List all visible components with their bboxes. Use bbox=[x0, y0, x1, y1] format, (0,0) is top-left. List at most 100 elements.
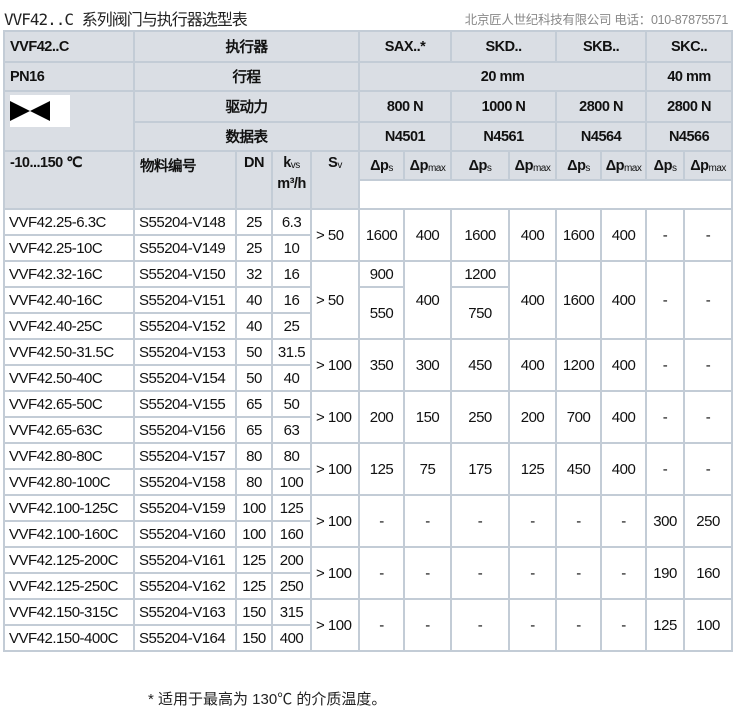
actuator-skd: SKD.. bbox=[450, 30, 558, 63]
skc-dpmax-cell: - bbox=[683, 338, 734, 392]
skb-dps-cell: 700 bbox=[555, 390, 603, 444]
dn-cell: 100 bbox=[235, 494, 273, 522]
skc-dpmax-cell: 160 bbox=[683, 546, 734, 600]
table-row: VVF42.50-31.5C S55204-V153 50 31.5 > 100 350 3… bbox=[3, 338, 734, 392]
skc-dps-cell: - bbox=[645, 260, 686, 340]
kvs-cell: 200 bbox=[271, 546, 312, 574]
kvs-unit: m³/h bbox=[277, 176, 306, 192]
sax-dpmax-cell: 75 bbox=[402, 442, 453, 496]
skc-dps-cell: 190 bbox=[645, 546, 686, 600]
table-row: VVF42.125-200C S55204-V161 125 200 > 100- - - -… bbox=[3, 546, 734, 600]
dn-cell: 40 bbox=[235, 286, 273, 314]
skc-dpmax-cell: 100 bbox=[683, 598, 734, 652]
sv-header: Sv bbox=[310, 150, 360, 210]
delta-p-subscript: max bbox=[427, 162, 446, 174]
dn-cell: 80 bbox=[235, 442, 273, 470]
skd-dpmax-cell: 400 bbox=[508, 338, 558, 392]
delta-p-symbol: Δp bbox=[690, 157, 709, 174]
kvs-cell: 50 bbox=[271, 390, 312, 418]
kvs-cell: 16 bbox=[271, 286, 312, 314]
part-number-cell: S55204-V151 bbox=[133, 286, 237, 314]
kvs-cell: 160 bbox=[271, 520, 312, 548]
delta-p-symbol: Δp bbox=[653, 157, 673, 174]
skd-dps-cell: 1200 bbox=[450, 260, 511, 288]
skb-dpmax-cell: 400 bbox=[600, 208, 648, 262]
skb-dps-cell: 1600 bbox=[555, 208, 603, 262]
sv-cell: > 50 bbox=[310, 208, 360, 262]
skd-dpmax-cell: - bbox=[508, 598, 558, 652]
force-label: 驱动力 bbox=[133, 90, 360, 123]
delta-p-subscript: s bbox=[585, 162, 590, 174]
part-number-cell: S55204-V148 bbox=[133, 208, 237, 236]
table-row: VVF42.100-125C S55204-V159 100 125 > 100- - - -… bbox=[3, 494, 734, 548]
header-blank bbox=[357, 179, 734, 210]
skc-dpmax-cell: - bbox=[683, 442, 734, 496]
part-number-cell: S55204-V164 bbox=[133, 624, 237, 652]
delta-p-subscript: s bbox=[671, 162, 677, 174]
model-cell: VVF42.150-315C bbox=[3, 598, 135, 626]
model-cell: VVF42.125-250C bbox=[3, 572, 135, 600]
skd-dps-cell: 750 bbox=[450, 286, 511, 340]
kvs-cell: 40 bbox=[271, 364, 312, 392]
sax-dps-cell: - bbox=[358, 546, 405, 600]
dpmax-header-skc: Δpmax bbox=[683, 150, 734, 181]
skd-dps-cell: - bbox=[450, 494, 511, 548]
dpmax-header-skd: Δpmax bbox=[508, 150, 558, 181]
sax-dpmax-cell: 400 bbox=[402, 260, 453, 340]
sax-dpmax-cell: - bbox=[402, 494, 453, 548]
skb-dpmax-cell: - bbox=[600, 546, 648, 600]
dn-cell: 25 bbox=[235, 234, 273, 262]
kvs-cell: 400 bbox=[271, 624, 312, 652]
delta-p-symbol: Δp bbox=[605, 157, 625, 174]
table-row: VVF42.80-100C S55204-V158 80 100 bbox=[3, 468, 732, 496]
datasheet-skc: N4566 bbox=[645, 121, 734, 152]
valve-symbol-icon bbox=[10, 95, 70, 127]
dn-cell: 50 bbox=[235, 338, 273, 366]
kvs-cell: 125 bbox=[271, 494, 312, 522]
datasheet-skb: N4564 bbox=[555, 121, 648, 152]
part-number-cell: S55204-V158 bbox=[133, 468, 237, 496]
sv-cell: > 100 bbox=[310, 442, 360, 496]
sv-cell: > 50 bbox=[310, 260, 360, 340]
skd-dps-cell: 175 bbox=[450, 442, 511, 496]
sv-cell: > 100 bbox=[310, 598, 360, 652]
datasheet-skd: N4561 bbox=[450, 121, 558, 152]
model-cell: VVF42.50-31.5C bbox=[3, 338, 135, 366]
force-skb: 2800 N bbox=[555, 90, 648, 123]
kvs-cell: 16 bbox=[271, 260, 312, 288]
datasheet-sax: N4501 bbox=[357, 121, 453, 152]
table-row: VVF42.65-50C S55204-V155 65 50 > 100 200 150 25… bbox=[3, 390, 734, 444]
dn-cell: 65 bbox=[235, 416, 273, 444]
model-cell: VVF42.80-80C bbox=[3, 442, 135, 470]
dn-header: DN bbox=[235, 150, 273, 210]
part-number-cell: S55204-V154 bbox=[133, 364, 237, 392]
part-number-cell: S55204-V152 bbox=[133, 312, 237, 340]
skb-dps-cell: - bbox=[555, 494, 603, 548]
dn-cell: 25 bbox=[235, 208, 273, 236]
skb-dpmax-cell: 400 bbox=[600, 442, 648, 496]
sv-cell: > 100 bbox=[310, 390, 360, 444]
delta-p-subscript: s bbox=[388, 162, 393, 174]
dn-cell: 100 bbox=[235, 520, 273, 548]
table-row: VVF42.25-10C S55204-V149 25 10 bbox=[3, 234, 732, 262]
part-number-cell: S55204-V153 bbox=[133, 338, 237, 366]
dps-header-skb: Δps bbox=[555, 150, 603, 181]
kvs-cell: 250 bbox=[271, 572, 312, 600]
kvs-header: kvs m³/h bbox=[271, 150, 312, 210]
skb-dps-cell: 450 bbox=[555, 442, 603, 496]
kvs-cell: 315 bbox=[271, 598, 312, 626]
sax-dps-cell: - bbox=[358, 494, 405, 548]
selection-table: VVF42..C 执行器 SAX..* SKD.. SKB.. SKC.. PN… bbox=[3, 30, 734, 652]
sax-dpmax-cell: 150 bbox=[402, 390, 453, 444]
dn-cell: 150 bbox=[235, 598, 273, 626]
delta-p-subscript: max bbox=[532, 162, 551, 174]
model-cell: VVF42.25-10C bbox=[3, 234, 135, 262]
skd-dps-cell: - bbox=[450, 598, 511, 652]
part-number-header: 物料编号 bbox=[133, 150, 237, 210]
stroke-20: 20 mm bbox=[357, 61, 648, 92]
skc-dpmax-cell: - bbox=[683, 390, 734, 444]
actuator-label: 执行器 bbox=[133, 30, 360, 63]
part-number-cell: S55204-V162 bbox=[133, 572, 237, 600]
model-cell: VVF42.40-16C bbox=[3, 286, 135, 314]
skb-dps-cell: 1600 bbox=[555, 260, 603, 340]
